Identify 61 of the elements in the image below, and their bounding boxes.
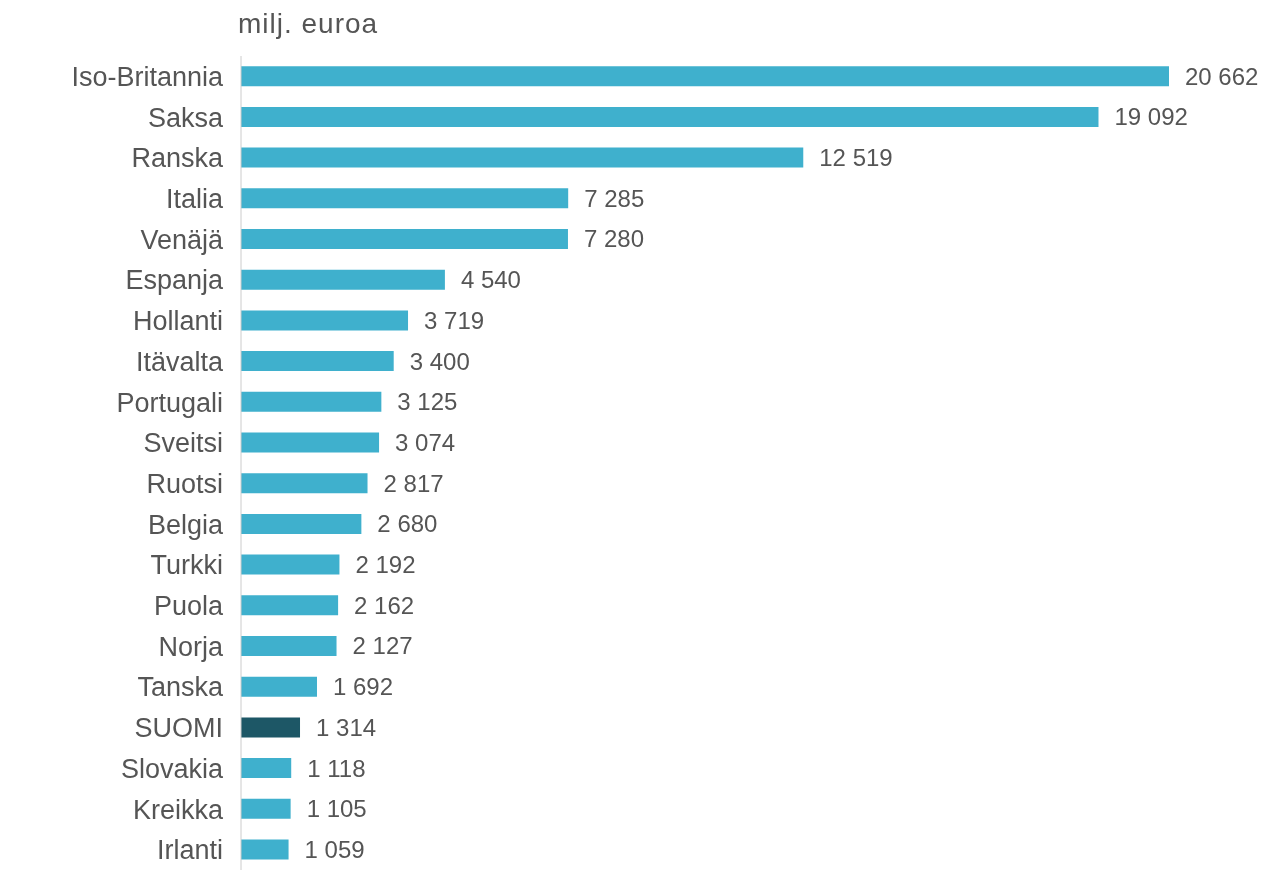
data-label: 4 540 [460, 266, 521, 294]
y-tick-label: Venäjä [140, 224, 224, 255]
data-label: 3 074 [395, 428, 456, 456]
bar [241, 676, 317, 697]
bar [241, 228, 568, 249]
bar [241, 839, 289, 860]
y-tick-label: Belgia [147, 509, 224, 540]
y-tick-label: Espanja [125, 265, 224, 296]
data-label: 7 280 [583, 225, 645, 253]
y-tick-label: Italia [165, 184, 224, 215]
y-tick-label: Hollanti [132, 306, 223, 337]
y-tick-label: Iso-Britannia [71, 61, 224, 92]
y-tick-label: Puola [153, 591, 224, 622]
data-label: 3 125 [397, 388, 458, 416]
bar [241, 554, 340, 575]
data-label: 19 092 [1114, 103, 1188, 131]
bar [241, 717, 301, 738]
y-tick-label: Tanska [137, 672, 224, 703]
y-tick-label: Saksa [147, 102, 224, 133]
bar [241, 391, 382, 412]
bar [241, 635, 337, 656]
data-label: 2 817 [383, 469, 444, 497]
data-label: 2 192 [355, 551, 416, 579]
bar [241, 66, 1169, 87]
data-label: 1 314 [316, 713, 377, 741]
data-label: 3 719 [424, 306, 485, 334]
bar [241, 432, 380, 453]
bar [241, 188, 569, 209]
y-tick-label: Portugali [116, 387, 223, 418]
y-tick-label: Itävalta [135, 346, 224, 377]
y-tick-label: Norja [158, 631, 224, 662]
bar [241, 106, 1099, 127]
bar [241, 473, 368, 494]
data-label: 12 519 [819, 144, 893, 172]
data-label: 1 059 [304, 835, 365, 863]
y-tick-label: Slovakia [120, 753, 224, 784]
data-label: 1 692 [332, 673, 394, 701]
y-tick-label: Turkki [150, 550, 223, 581]
data-label: 1 105 [306, 795, 367, 823]
data-label: 2 127 [352, 632, 413, 660]
bar [241, 147, 804, 168]
y-tick-label: Sveitsi [143, 428, 223, 459]
bar [241, 269, 445, 290]
data-label: 1 118 [307, 754, 366, 782]
y-tick-label: Ranska [131, 143, 224, 174]
data-label: 7 285 [584, 184, 645, 212]
bar [241, 595, 339, 616]
y-tick-label: SUOMI [134, 713, 223, 744]
bar [241, 351, 394, 372]
data-label: 2 680 [377, 510, 438, 538]
bar [241, 758, 292, 779]
y-tick-label: Kreikka [132, 794, 224, 825]
bar [241, 798, 291, 819]
data-label: 3 400 [409, 347, 470, 375]
data-label: 2 162 [354, 591, 415, 619]
y-tick-label: Ruotsi [146, 468, 223, 499]
bar [241, 310, 409, 331]
data-label: 20 662 [1185, 62, 1259, 90]
y-tick-label: Irlanti [156, 835, 223, 866]
chart-title: milj. euroa [238, 8, 379, 40]
bar [241, 513, 362, 534]
